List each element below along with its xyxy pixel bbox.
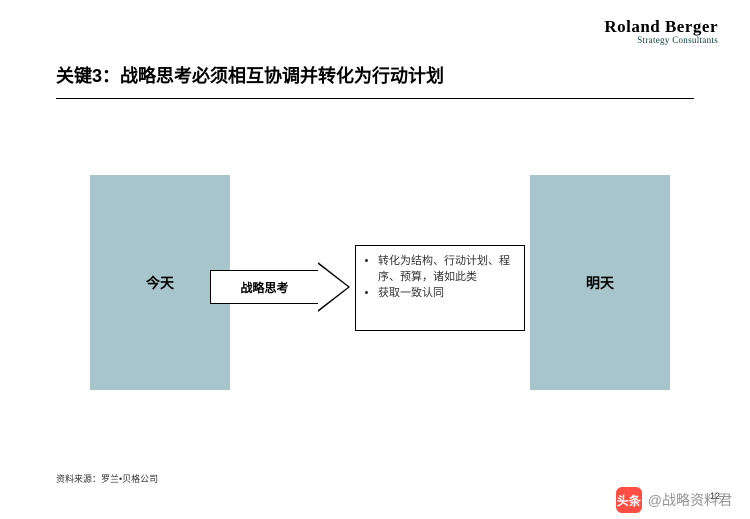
today-block: 今天: [90, 175, 230, 390]
today-label: 今天: [146, 273, 174, 293]
watermark-icon: 头条: [616, 487, 642, 513]
watermark-label: @战略资料君: [648, 490, 732, 510]
callout-item: 获取一致认同: [378, 286, 514, 302]
strategy-arrow-body: 战略思考: [210, 270, 318, 304]
transform-callout: 转化为结构、行动计划、程序、预算，诸如此类获取一致认同: [355, 245, 525, 331]
callout-item: 转化为结构、行动计划、程序、预算，诸如此类: [378, 254, 514, 286]
tomorrow-block: 明天: [530, 175, 670, 390]
callout-list: 转化为结构、行动计划、程序、预算，诸如此类获取一致认同: [378, 254, 514, 302]
strategy-arrow-head: [318, 264, 348, 310]
strategy-arrow-label: 战略思考: [240, 279, 288, 296]
watermark: 头条 @战略资料君: [616, 487, 732, 513]
tomorrow-label: 明天: [586, 273, 614, 293]
source-citation: 资料来源：罗兰•贝格公司: [56, 472, 158, 485]
flow-diagram: 今天 明天 转化为结构、行动计划、程序、预算，诸如此类获取一致认同 战略思考: [0, 0, 750, 519]
